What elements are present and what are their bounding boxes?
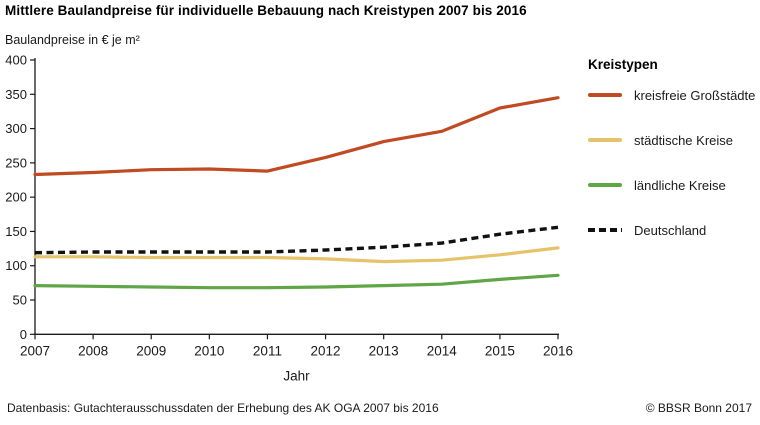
legend-entries: kreisfreie Großstädte städtische Kreise lä… bbox=[588, 86, 760, 239]
data-source-note: Datenbasis: Gutachterausschussdaten der … bbox=[7, 401, 439, 415]
legend-swatch-staedtische-kreise bbox=[588, 138, 622, 142]
y-axis-unit-label: Baulandpreise in € je m² bbox=[5, 33, 140, 47]
x-tick-label: 2015 bbox=[485, 343, 515, 358]
y-tick-label: 400 bbox=[5, 53, 27, 68]
legend-entry-staedtische-kreise: städtische Kreise bbox=[588, 131, 760, 149]
x-tick-label: 2016 bbox=[543, 343, 573, 358]
y-tick-label: 100 bbox=[5, 258, 27, 273]
x-tick-label: 2014 bbox=[427, 343, 458, 358]
y-tick-label: 0 bbox=[20, 327, 27, 342]
y-tick-label: 50 bbox=[13, 293, 27, 308]
legend-label-laendliche-kreise: ländliche Kreise bbox=[634, 177, 726, 193]
x-axis-title: Jahr bbox=[283, 368, 310, 383]
legend-entry-laendliche-kreise: ländliche Kreise bbox=[588, 176, 760, 194]
series-line-staedtische-kreise bbox=[33, 246, 560, 264]
x-tick-label: 2013 bbox=[369, 343, 399, 358]
y-tick-label: 250 bbox=[5, 155, 27, 170]
page-title: Mittlere Baulandpreise für individuelle … bbox=[5, 3, 527, 18]
legend-swatch-kreisfreie-grossstaedte bbox=[588, 93, 622, 97]
legend-label-deutschland: Deutschland bbox=[634, 222, 707, 238]
legend-label-staedtische-kreise: städtische Kreise bbox=[634, 132, 733, 148]
legend-title: Kreistypen bbox=[588, 57, 658, 72]
legend-entry-deutschland: Deutschland bbox=[588, 221, 760, 239]
legend: Kreistypen kreisfreie Großstädte städtisc… bbox=[588, 57, 760, 239]
series-line-kreisfreie-grossstaedte bbox=[33, 96, 560, 177]
x-tick-label: 2012 bbox=[311, 343, 341, 358]
y-tick-label: 350 bbox=[5, 87, 27, 102]
copyright-note: © BBSR Bonn 2017 bbox=[645, 401, 752, 415]
x-tick-label: 2007 bbox=[20, 343, 50, 358]
series-line-laendliche-kreise bbox=[33, 273, 560, 290]
y-tick-label: 200 bbox=[5, 190, 27, 205]
series-line-deutschland bbox=[34, 225, 559, 255]
x-tick-label: 2008 bbox=[78, 343, 108, 358]
y-tick-label: 300 bbox=[5, 121, 27, 136]
x-tick-label: 2011 bbox=[253, 343, 282, 358]
legend-entry-kreisfreie-grossstaedte: kreisfreie Großstädte bbox=[588, 86, 760, 104]
y-tick-label: 150 bbox=[5, 224, 27, 239]
legend-swatch-deutschland bbox=[588, 228, 622, 232]
legend-swatch-laendliche-kreise bbox=[588, 183, 622, 187]
legend-label-kreisfreie-grossstaedte: kreisfreie Großstädte bbox=[634, 87, 756, 103]
x-tick-label: 2010 bbox=[194, 343, 224, 358]
x-tick-label: 2009 bbox=[136, 343, 166, 358]
